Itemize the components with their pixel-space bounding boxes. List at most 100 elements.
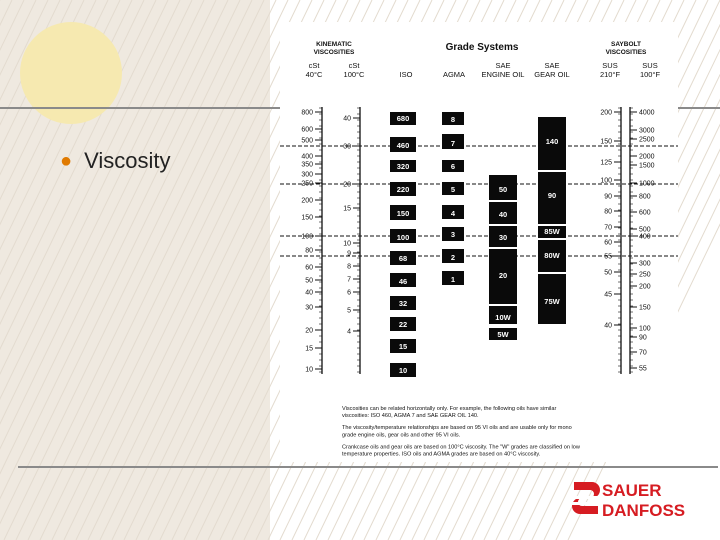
sae-gear-grade-label: 80W	[544, 251, 560, 260]
scale-cst40-label: 300	[301, 172, 313, 179]
scale-sus100-label: 90	[639, 335, 647, 342]
sae-engine-grade-bar	[489, 249, 517, 304]
sae-gear-grade-label: 90	[548, 191, 556, 200]
scale-sus100-label: 55	[639, 366, 647, 373]
agma-grade-label: 4	[451, 209, 456, 218]
chart-note: Viscosities can be related horizontally …	[342, 406, 556, 419]
sauer-danfoss-logo: SAUER DANFOSS	[570, 481, 685, 520]
scale-sus100-label: 600	[639, 210, 651, 217]
header-sae-gear: SAE	[544, 61, 559, 70]
iso-grade-bar	[390, 251, 416, 265]
scale-sus210-label: 70	[604, 225, 612, 232]
logo-line2: DANFOSS	[602, 501, 685, 520]
agma-grade-bar	[442, 205, 464, 219]
sae-engine-grade-bar	[489, 202, 517, 224]
scale-cst100-label: 40	[343, 116, 351, 123]
iso-grade-bar	[390, 112, 416, 125]
scale-cst100-label: 8	[347, 264, 351, 271]
scale-sus100-label: 1500	[639, 163, 655, 170]
chart-notes: Viscosities can be related horizontally …	[342, 406, 581, 458]
scale-sus210-label: 55	[604, 254, 612, 261]
scale-sus210-label: 45	[604, 292, 612, 299]
scale-cst100-label: 7	[347, 277, 351, 284]
bottom-divider	[18, 466, 718, 468]
scale-cst40-label: 10	[305, 367, 313, 374]
agma-grade-bar	[442, 271, 464, 285]
header-sae-gear: GEAR OIL	[534, 70, 569, 79]
scale-sus210-label: 90	[604, 194, 612, 201]
agma-grade-bar	[442, 249, 464, 263]
header-cst40: 40°C	[306, 70, 323, 79]
scale-sus100-label: 2500	[639, 137, 655, 144]
sae-gear-grade-bar	[538, 172, 566, 224]
sae-engine-grade-label: 10W	[495, 313, 511, 322]
agma-grade-bar	[442, 160, 464, 172]
scale-cst100-label: 10	[343, 241, 351, 248]
sae-gear-grade-bar	[538, 226, 566, 238]
header-sus210: 210°F	[600, 70, 621, 79]
scale-sus100-label: 300	[639, 261, 651, 268]
header-cst40: cSt	[309, 61, 321, 70]
sae-engine-grade-label: 50	[499, 185, 507, 194]
iso-grade-bar	[390, 317, 416, 331]
sae-gear-grade-bar	[538, 240, 566, 272]
iso-grade-bar	[390, 182, 416, 196]
scale-cst100-label: 5	[347, 308, 351, 315]
sae-gear-grade-label: 85W	[544, 227, 560, 236]
scale-cst100: 40 30 20 15 10 9 8 7 6 5 4	[343, 107, 360, 373]
sae-gear-grade-bar	[538, 117, 566, 170]
logo-s-icon	[570, 482, 600, 514]
scale-sus100-label: 400	[639, 234, 651, 241]
chart-guide-lines	[280, 145, 678, 257]
scale-sus210-label: 125	[600, 160, 612, 167]
sae-engine-grade-bar	[489, 306, 517, 324]
scale-sus100-label: 800	[639, 194, 651, 201]
scale-sus100-label: 500	[639, 227, 651, 234]
scale-cst40-label: 40	[305, 290, 313, 297]
header-iso: ISO	[400, 70, 413, 79]
logo-line1: SAUER	[602, 481, 662, 500]
scale-cst40-label: 800	[301, 110, 313, 117]
header-sae-engine: ENGINE OIL	[482, 70, 525, 79]
sae-engine-grade-bar	[489, 175, 517, 200]
iso-grade-bar	[390, 160, 416, 172]
iso-grade-bar	[390, 229, 416, 243]
sae-engine-grade-label: 40	[499, 210, 507, 219]
iso-grade-label: 22	[399, 320, 407, 329]
scale-cst40-label: 15	[305, 346, 313, 353]
scale-sus100-label: 100	[639, 326, 651, 333]
header-sus210: SUS	[602, 61, 617, 70]
sae-engine-grade-bar	[489, 226, 517, 247]
bullet-item: ● Viscosity	[60, 148, 171, 174]
iso-grade-label: 460	[397, 141, 410, 150]
scale-sus210-label: 200	[600, 110, 612, 117]
iso-grade-label: 68	[399, 254, 407, 263]
header-kinematic-title: VISCOSITIES	[314, 49, 355, 56]
header-agma: AGMA	[443, 70, 465, 79]
scale-cst100-label: 9	[347, 251, 351, 258]
scale-sus100: 4000300025002000150010008006005004003002…	[630, 107, 655, 373]
scale-sus210-label: 50	[604, 270, 612, 277]
viscosity-comparison-chart: KINEMATICVISCOSITIEScSt40°CcSt100°CGrade…	[280, 22, 678, 462]
sae-engine-grade-label: 30	[499, 233, 507, 242]
agma-grade-bar	[442, 182, 464, 195]
agma-grade-bar	[442, 134, 464, 149]
chart-note: Crankcase oils and gear oils are based o…	[342, 444, 581, 457]
chart-note: The viscosity/temperature relationships …	[342, 425, 572, 438]
iso-grade-label: 15	[399, 342, 407, 351]
scale-cst100-label: 15	[343, 206, 351, 213]
iso-grade-label: 320	[397, 162, 410, 171]
scale-cst40-label: 20	[305, 328, 313, 335]
iso-grade-bar	[390, 273, 416, 287]
scale-cst40-label: 350	[301, 162, 313, 169]
iso-grade-bar	[390, 205, 416, 220]
scale-cst40-label: 50	[305, 278, 313, 285]
agma-grade-bar	[442, 227, 464, 241]
sae-engine-grade-label: 20	[499, 271, 507, 280]
iso-grade-label: 32	[399, 299, 407, 308]
chart-scales: 8006005004003503002502001501008060504030…	[301, 107, 655, 374]
chart-header: KINEMATICVISCOSITIEScSt40°CcSt100°CGrade…	[306, 41, 661, 79]
scale-sus210-label: 150	[600, 139, 612, 146]
scale-cst100-label: 30	[343, 144, 351, 151]
top-divider	[0, 107, 284, 109]
